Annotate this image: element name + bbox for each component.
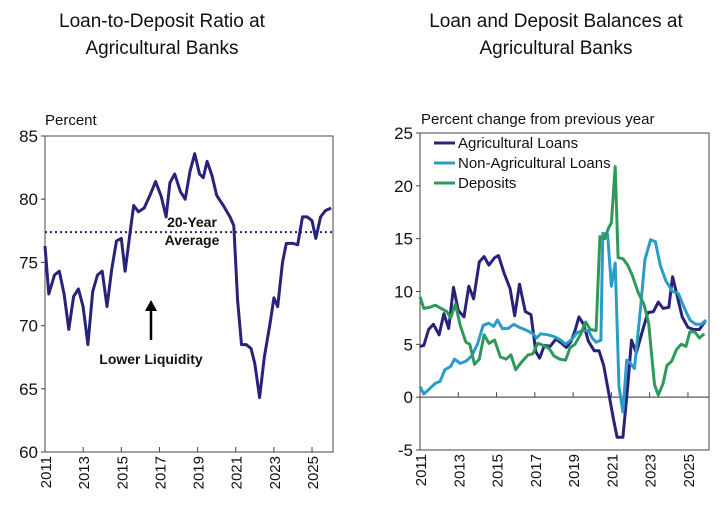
right-x-tick-label: 2017 [528, 454, 545, 487]
legend-label: Deposits [458, 175, 516, 192]
right-x-tick-label: 2025 [681, 454, 698, 487]
left-x-tick-label: 2023 [267, 456, 284, 489]
left-x-tick-label: 2021 [229, 456, 246, 489]
left-y-tick-label: 75 [19, 253, 38, 272]
right-y-tick-label: 5 [404, 335, 413, 354]
right-chart-title-line1: Loan and Deposit Balances at [429, 11, 683, 32]
annotation-arrow-head-icon [145, 300, 157, 311]
right-y-tick-label: 25 [394, 124, 413, 143]
right-x-tick-label: 2015 [490, 454, 507, 487]
left-x-tick-label: 2019 [191, 456, 208, 489]
right-series-line-non-agricultural-loans [418, 231, 708, 414]
left-y-axis-label: Percent [45, 112, 98, 129]
right-x-tick-label: 2023 [643, 454, 660, 487]
right-y-tick-label: -5 [398, 441, 413, 460]
right-series-line-deposits [418, 165, 706, 397]
right-chart-title-line2: Agricultural Banks [479, 38, 632, 59]
legend-label: Agricultural Loans [458, 135, 578, 152]
legend-label: Non-Agricultural Loans [458, 155, 611, 172]
lower-liquidity-annotation: Lower Liquidity [99, 351, 203, 367]
left-x-tick-label: 2013 [76, 456, 93, 489]
right-x-tick-label: 2019 [566, 454, 583, 487]
right-y-tick-label: 10 [394, 283, 413, 302]
left-chart-title-line2: Agricultural Banks [85, 38, 238, 59]
right-y-axis-label: Percent change from previous year [421, 111, 654, 128]
right-y-tick-label: 15 [394, 230, 413, 249]
average-label-line2: Average [165, 232, 220, 248]
left-y-tick-label: 60 [19, 443, 38, 462]
left-y-tick-label: 85 [19, 127, 38, 146]
left-y-tick-label: 65 [19, 380, 38, 399]
left-chart-title-line1: Loan-to-Deposit Ratio at [59, 11, 266, 32]
right-y-tick-label: 20 [394, 177, 413, 196]
left-series-line-ratio [43, 152, 332, 400]
left-x-tick-label: 2025 [305, 456, 322, 489]
right-y-tick-label: 0 [404, 388, 413, 407]
right-x-tick-label: 2021 [604, 454, 621, 487]
left-x-tick-label: 2011 [38, 456, 55, 488]
left-y-tick-label: 80 [19, 190, 38, 209]
left-plot-frame [44, 135, 334, 453]
right-x-tick-label: 2011 [413, 454, 430, 486]
left-x-tick-label: 2015 [114, 456, 131, 489]
average-label-line1: 20-Year [167, 214, 217, 230]
left-y-tick-label: 70 [19, 317, 38, 336]
right-series-line-agricultural-loans [419, 254, 707, 439]
right-x-tick-label: 2013 [451, 454, 468, 487]
left-x-tick-label: 2017 [152, 456, 169, 489]
